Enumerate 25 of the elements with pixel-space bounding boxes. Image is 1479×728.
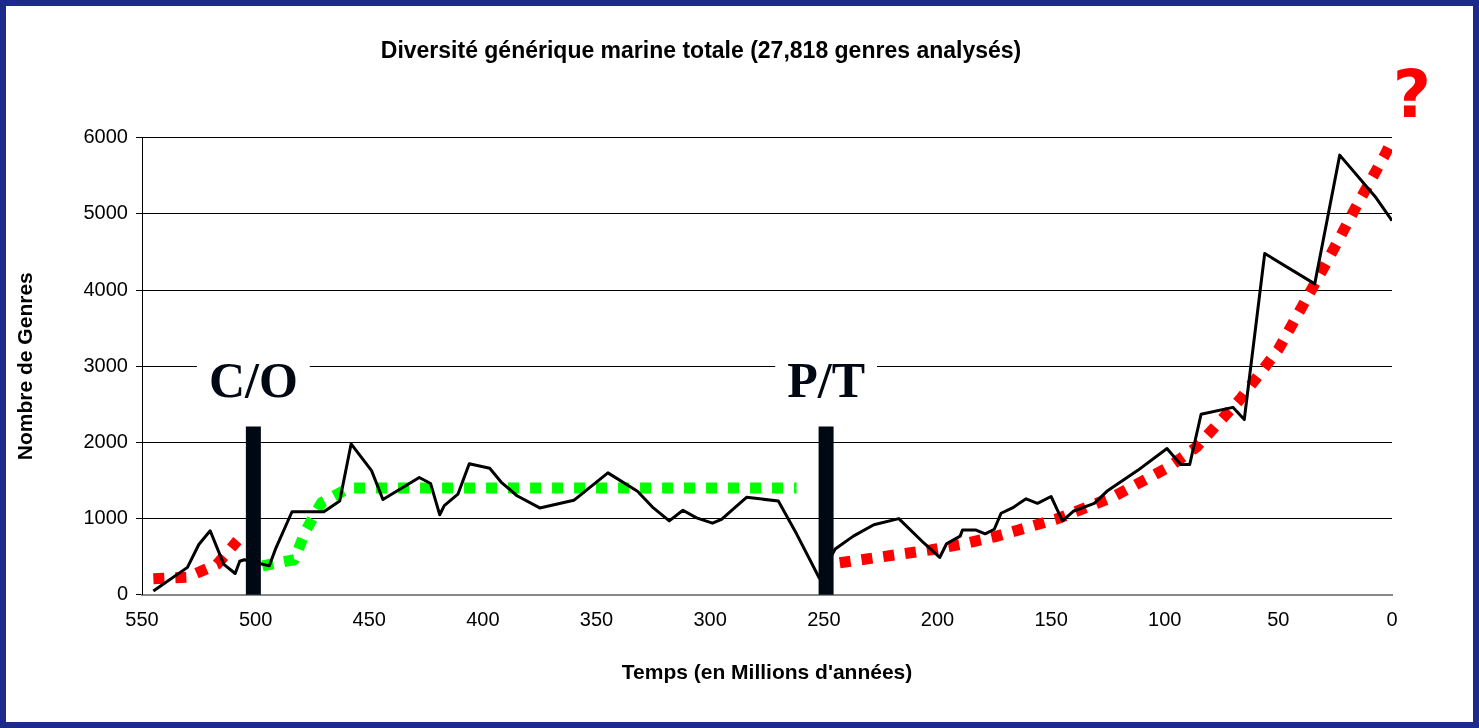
- x-tick-label: 300: [693, 608, 727, 631]
- y-tick-label: 1000: [83, 506, 128, 529]
- chart-title: Diversité générique marine totale (27,818 genres analysés): [380, 37, 1022, 64]
- y-tick-label: 4000: [83, 277, 128, 300]
- x-tick-label: 100: [1148, 608, 1182, 631]
- x-tick-label: 450: [352, 608, 386, 631]
- y-tick-label: 0: [116, 582, 128, 605]
- y-tick-label: 3000: [83, 353, 128, 376]
- x-tick-label: 200: [920, 608, 955, 631]
- x-tick-label: 50: [1267, 608, 1290, 631]
- x-tick-label: 400: [466, 608, 500, 631]
- y-tick-label: 2000: [83, 429, 128, 452]
- x-tick-label: 500: [238, 608, 273, 631]
- x-tick-label: 550: [125, 608, 159, 631]
- text: ?: [1392, 55, 1432, 133]
- x-tick-label: 150: [1034, 608, 1068, 631]
- ref-line-label: P/T: [787, 352, 865, 409]
- ref-line-label: C/O: [208, 352, 298, 409]
- x-tick-label: 250: [807, 608, 841, 631]
- x-tick-label: 350: [579, 608, 614, 631]
- x-axis-title: Temps (en Millions d'années): [621, 660, 913, 684]
- x-tick-label: 0: [1386, 608, 1398, 631]
- y-tick-label: 5000: [83, 201, 128, 224]
- y-axis-title: Nombre de Genres: [13, 272, 37, 461]
- y-tick-label: 6000: [83, 125, 128, 148]
